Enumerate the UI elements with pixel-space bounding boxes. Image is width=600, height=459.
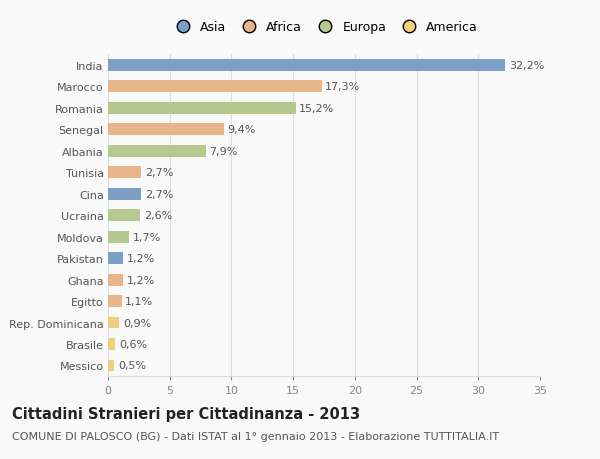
Text: 7,9%: 7,9% [209, 146, 238, 157]
Text: 1,7%: 1,7% [133, 232, 161, 242]
Text: 9,4%: 9,4% [228, 125, 256, 135]
Bar [108, 167, 142, 179]
Bar [108, 210, 140, 222]
Bar [108, 360, 114, 372]
Text: COMUNE DI PALOSCO (BG) - Dati ISTAT al 1° gennaio 2013 - Elaborazione TUTTITALIA: COMUNE DI PALOSCO (BG) - Dati ISTAT al 1… [12, 431, 499, 442]
Text: 2,6%: 2,6% [144, 211, 172, 221]
Text: 15,2%: 15,2% [299, 104, 335, 114]
Text: 1,2%: 1,2% [127, 275, 155, 285]
Text: 2,7%: 2,7% [145, 189, 173, 199]
Bar [108, 146, 206, 157]
Text: 1,2%: 1,2% [127, 253, 155, 263]
Bar [108, 189, 142, 200]
Text: 32,2%: 32,2% [509, 61, 545, 71]
Bar [108, 60, 505, 72]
Bar [108, 317, 119, 329]
Text: 17,3%: 17,3% [325, 82, 361, 92]
Bar [108, 252, 123, 264]
Bar [108, 338, 115, 350]
Bar [108, 296, 122, 308]
Bar [108, 231, 129, 243]
Text: 0,5%: 0,5% [118, 361, 146, 371]
Text: Cittadini Stranieri per Cittadinanza - 2013: Cittadini Stranieri per Cittadinanza - 2… [12, 406, 360, 421]
Bar [108, 274, 123, 286]
Text: 0,6%: 0,6% [119, 339, 147, 349]
Legend: Asia, Africa, Europa, America: Asia, Africa, Europa, America [165, 17, 483, 39]
Text: 0,9%: 0,9% [123, 318, 151, 328]
Bar [108, 81, 322, 93]
Text: 2,7%: 2,7% [145, 168, 173, 178]
Bar [108, 124, 224, 136]
Text: 1,1%: 1,1% [125, 297, 154, 307]
Bar [108, 103, 296, 115]
